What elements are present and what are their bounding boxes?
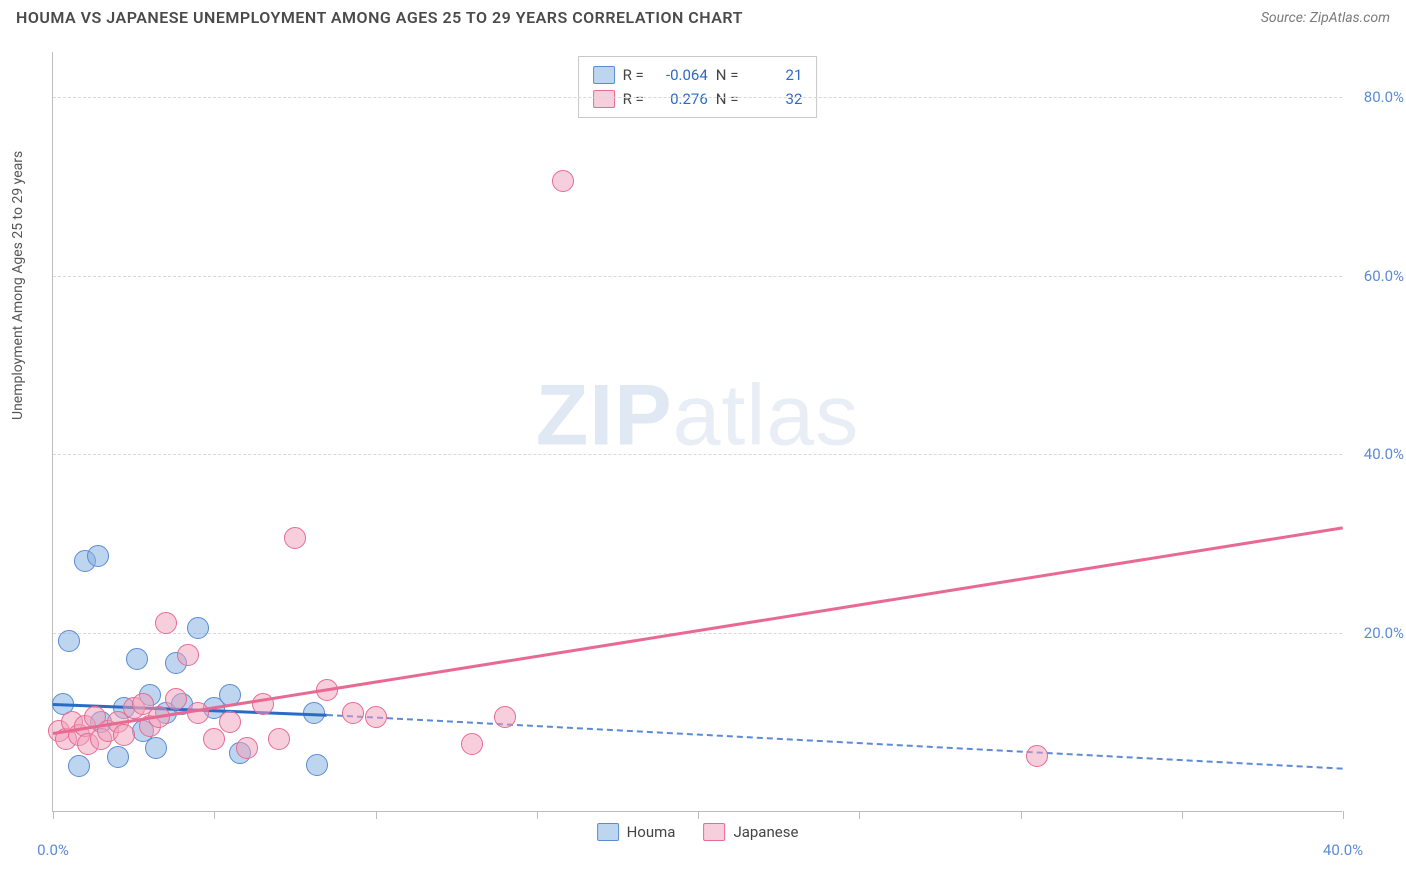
data-point [236, 737, 258, 759]
gridline [53, 97, 1342, 98]
data-point [552, 170, 574, 192]
trend-line [53, 526, 1343, 735]
legend-swatch-pink [703, 823, 725, 841]
watermark: ZIPatlas [536, 367, 859, 466]
x-tick [698, 811, 699, 819]
x-tick [53, 811, 54, 819]
legend-item-japanese: Japanese [703, 823, 798, 841]
y-tick-label: 20.0% [1364, 624, 1404, 642]
x-tick [376, 811, 377, 819]
data-point [165, 688, 187, 710]
legend-swatch-blue [597, 823, 619, 841]
data-point [155, 612, 177, 634]
data-point [494, 706, 516, 728]
data-point [145, 737, 167, 759]
data-point [107, 746, 129, 768]
y-tick-label: 40.0% [1364, 445, 1404, 463]
chart-header: HOUMA VS JAPANESE UNEMPLOYMENT AMONG AGE… [0, 0, 1406, 31]
series-legend: Houma Japanese [597, 823, 799, 841]
scatter-chart: ZIPatlas R = -0.064 N = 21 R = 0.276 N =… [52, 52, 1342, 812]
chart-title: HOUMA VS JAPANESE UNEMPLOYMENT AMONG AGE… [16, 8, 743, 27]
x-tick-label: 0.0% [37, 841, 69, 859]
data-point [284, 527, 306, 549]
data-point [113, 724, 135, 746]
legend-swatch-pink [593, 90, 615, 108]
data-point [126, 648, 148, 670]
data-point [306, 754, 328, 776]
gridline [53, 633, 1342, 634]
data-point [342, 702, 364, 724]
y-tick-label: 60.0% [1364, 267, 1404, 285]
y-axis-label: Unemployment Among Ages 25 to 29 years [10, 151, 26, 420]
data-point [177, 644, 199, 666]
x-tick [537, 811, 538, 819]
data-point [68, 755, 90, 777]
legend-swatch-blue [593, 66, 615, 84]
gridline [53, 454, 1342, 455]
x-tick-label: 40.0% [1323, 841, 1363, 859]
data-point [1026, 745, 1048, 767]
data-point [203, 728, 225, 750]
data-point [187, 617, 209, 639]
y-tick-label: 80.0% [1364, 88, 1404, 106]
data-point [219, 711, 241, 733]
legend-row-houma: R = -0.064 N = 21 [593, 63, 803, 87]
chart-source: Source: ZipAtlas.com [1261, 10, 1390, 26]
x-tick [1182, 811, 1183, 819]
gridline [53, 276, 1342, 277]
x-tick [1343, 811, 1344, 819]
legend-row-japanese: R = 0.276 N = 32 [593, 87, 803, 111]
data-point [365, 706, 387, 728]
x-tick [1021, 811, 1022, 819]
data-point [58, 630, 80, 652]
x-tick [859, 811, 860, 819]
data-point [87, 545, 109, 567]
data-point [268, 728, 290, 750]
data-point [461, 733, 483, 755]
x-tick [214, 811, 215, 819]
correlation-legend: R = -0.064 N = 21 R = 0.276 N = 32 [578, 56, 818, 118]
data-point [252, 693, 274, 715]
legend-item-houma: Houma [597, 823, 676, 841]
